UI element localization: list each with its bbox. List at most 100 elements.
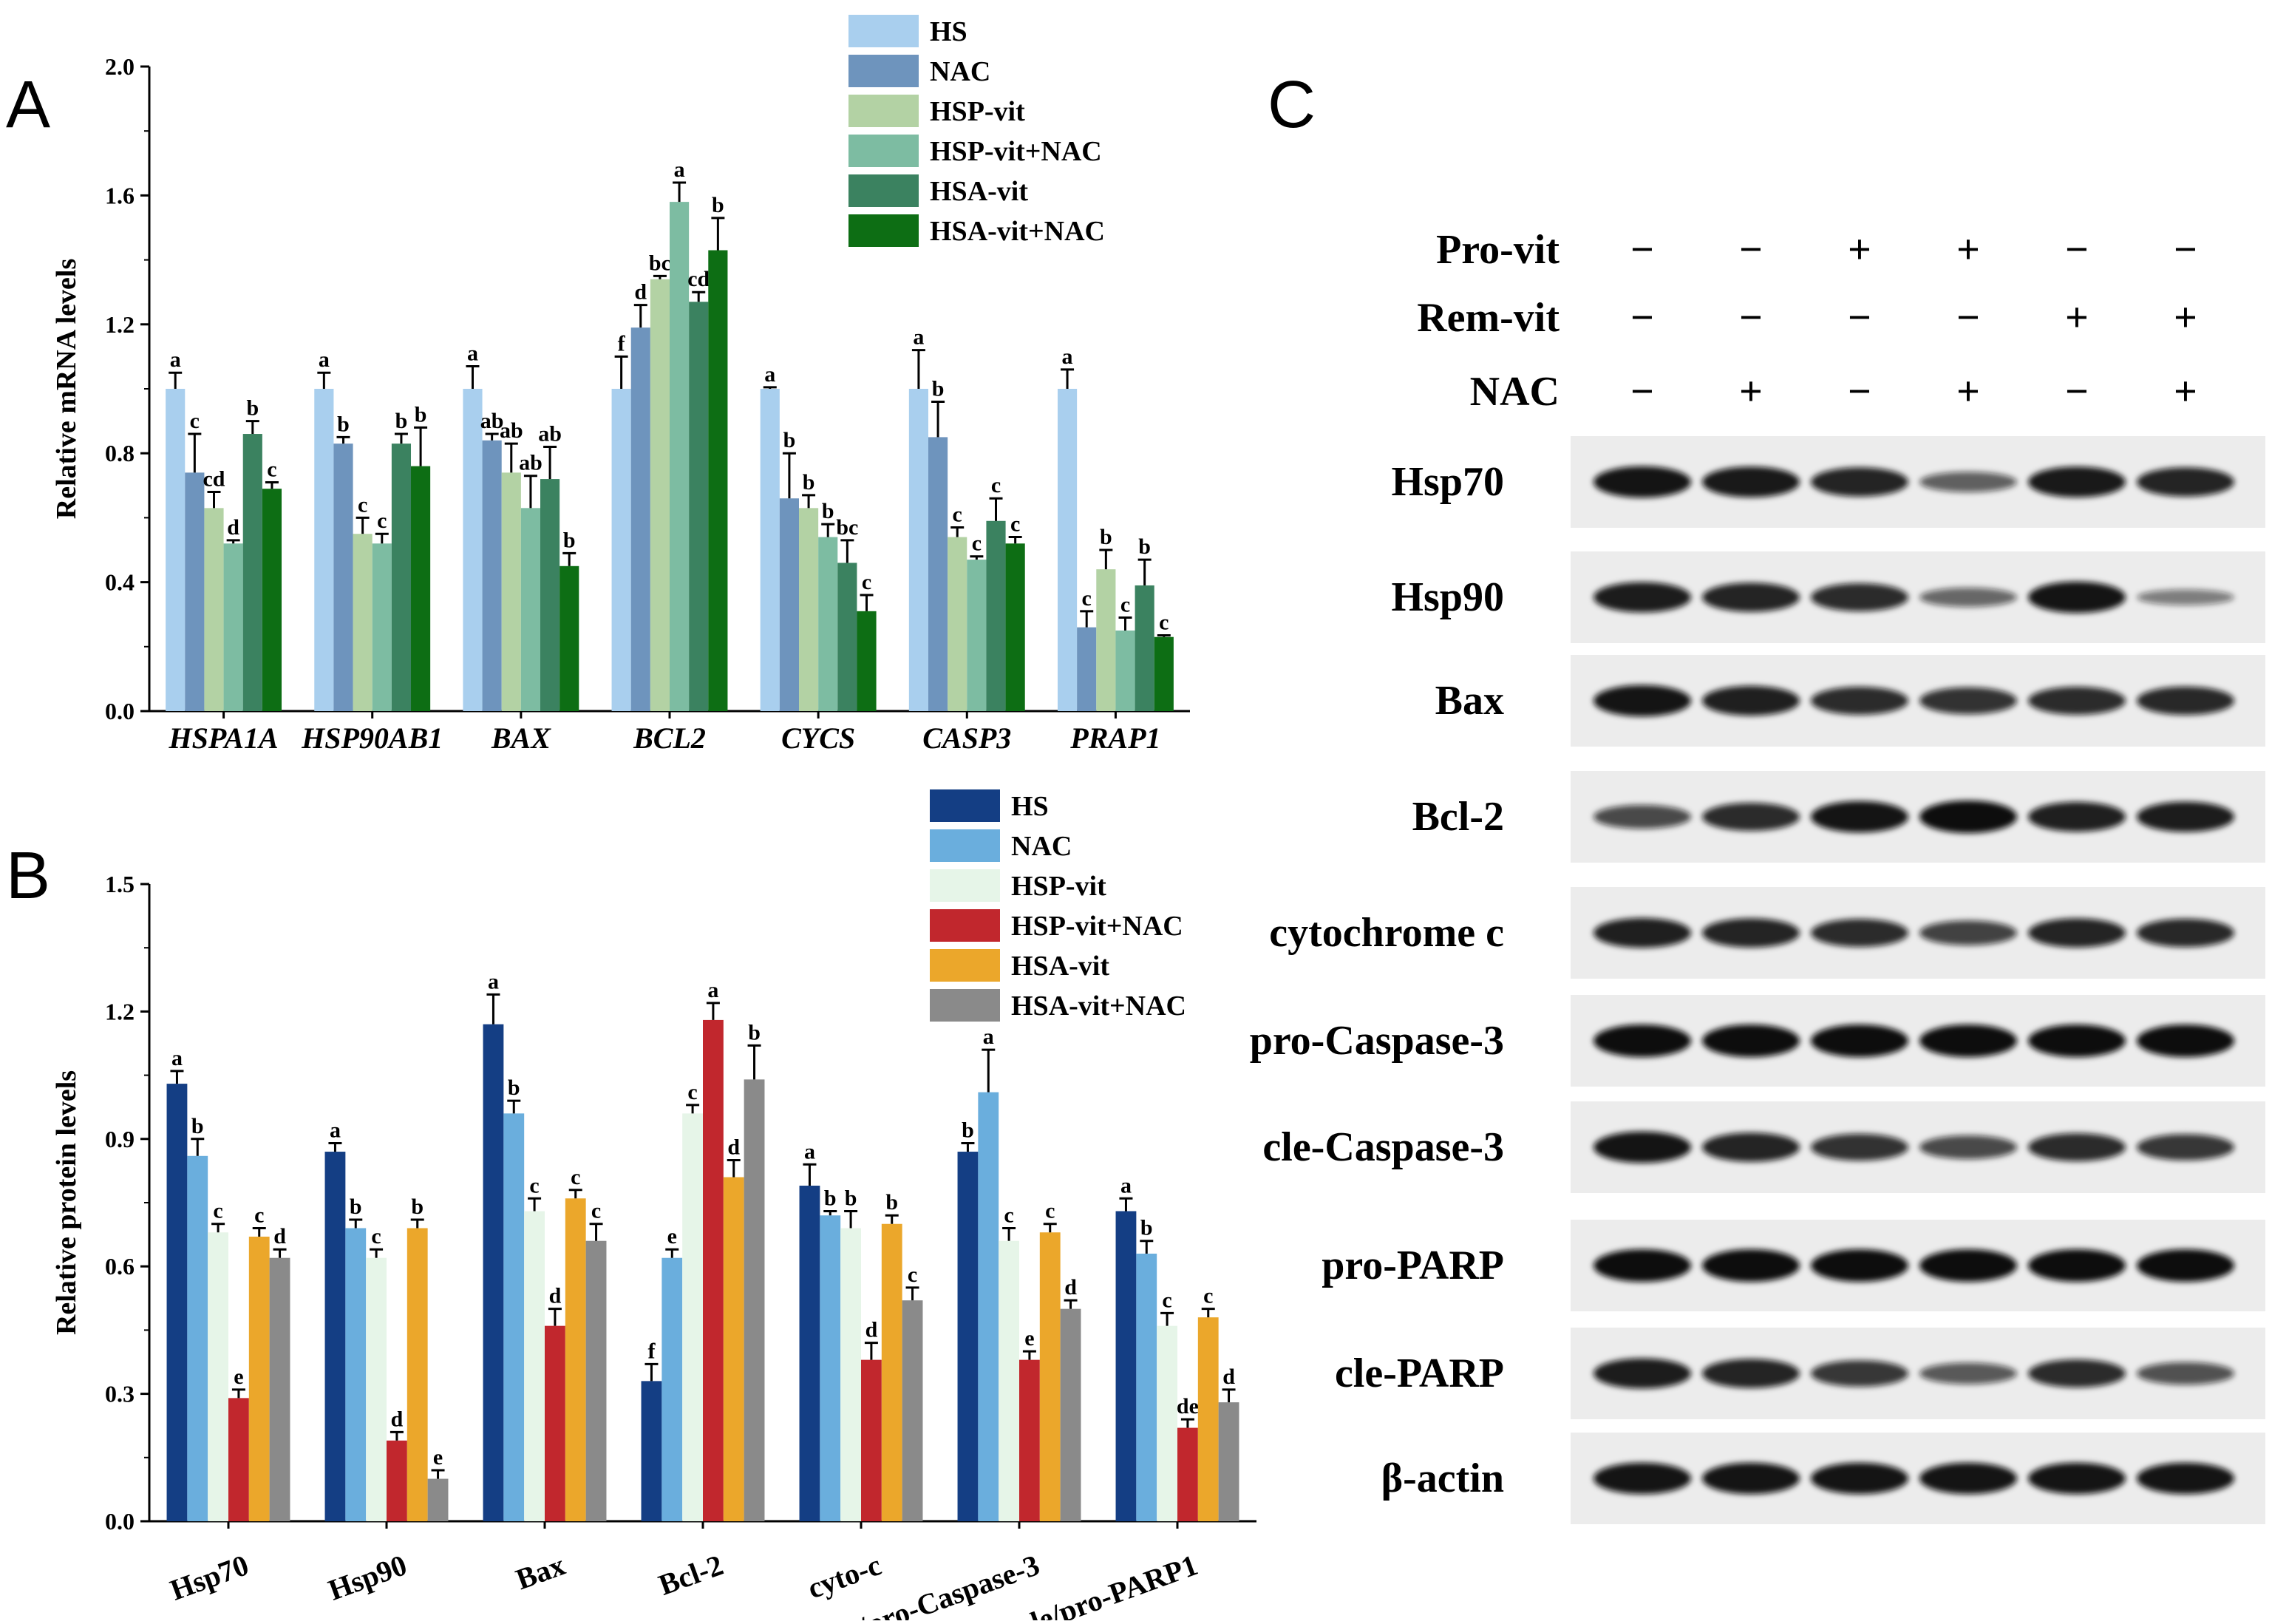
bar <box>1135 585 1154 711</box>
blot-band <box>2137 801 2234 832</box>
bar <box>928 437 948 711</box>
blot-band <box>2028 687 2126 715</box>
significance-letter: c <box>254 1203 264 1227</box>
y-tick-label: 1.2 <box>105 998 135 1025</box>
bar <box>1060 1308 1081 1521</box>
legend-label: HS <box>1011 791 1049 822</box>
bar <box>166 1084 188 1521</box>
blot-band <box>2137 467 2234 497</box>
blot-band <box>2137 589 2234 605</box>
bar <box>391 444 412 711</box>
significance-letter: c <box>1120 593 1130 617</box>
bar <box>262 489 282 711</box>
condition-sign: − <box>1739 227 1763 273</box>
bar <box>1177 1427 1198 1521</box>
bar <box>228 1398 249 1521</box>
blot-band <box>2137 686 2234 716</box>
bar <box>908 389 928 711</box>
significance-letter: a <box>319 347 330 372</box>
protein-label: Hsp90 <box>1392 574 1505 620</box>
protein-label: cytochrome c <box>1269 910 1504 956</box>
significance-letter: b <box>748 1020 761 1044</box>
condition-sign: + <box>1956 369 1980 415</box>
blot-band <box>1702 685 1800 716</box>
legend-label: HSA-vit <box>1011 951 1109 982</box>
significance-letter: b <box>395 409 408 433</box>
protein-label: cle-Caspase-3 <box>1262 1124 1504 1170</box>
blot-band <box>1919 1362 2017 1385</box>
bar <box>565 1198 586 1521</box>
x-category-label: Hsp70 <box>166 1548 253 1607</box>
blot-band <box>2137 1362 2234 1385</box>
legend-swatch <box>930 789 1000 822</box>
protein-label: Bcl-2 <box>1412 794 1504 840</box>
bar <box>1154 636 1174 711</box>
significance-letter: e <box>234 1365 243 1389</box>
significance-letter: b <box>885 1190 898 1214</box>
condition-label: Rem-vit <box>1417 295 1560 341</box>
significance-letter: b <box>191 1114 204 1138</box>
significance-letter: c <box>972 531 982 556</box>
significance-letter: c <box>591 1199 601 1223</box>
significance-letter: f <box>647 1339 656 1363</box>
x-category-label: HSP90AB1 <box>301 721 443 755</box>
condition-label: Pro-vit <box>1436 227 1560 273</box>
bar <box>333 444 353 711</box>
blot-band <box>1811 1025 1908 1057</box>
blot-band <box>2028 1025 2126 1057</box>
blot-band <box>1702 1249 1800 1282</box>
bar <box>744 1079 765 1521</box>
blot-band <box>1594 1462 1691 1495</box>
legend-swatch <box>848 95 919 127</box>
significance-letter: bc <box>836 515 858 540</box>
significance-letter: c <box>1162 1288 1171 1312</box>
significance-letter: c <box>213 1199 222 1223</box>
significance-letter: c <box>1082 586 1092 611</box>
bar <box>820 1215 841 1521</box>
significance-letter: c <box>1159 611 1169 635</box>
bar <box>483 1024 504 1521</box>
legend-swatch <box>848 15 919 47</box>
condition-sign: − <box>2065 369 2089 415</box>
significance-letter: f <box>618 331 626 356</box>
bar <box>840 1228 861 1521</box>
condition-sign: + <box>2174 295 2197 341</box>
protein-label: cle-PARP <box>1335 1350 1504 1396</box>
significance-letter: b <box>246 396 259 421</box>
bar <box>166 389 186 711</box>
bar <box>661 1257 683 1521</box>
legend-swatch <box>930 949 1000 982</box>
significance-letter: c <box>1010 512 1020 537</box>
bar <box>204 508 224 711</box>
significance-letter: a <box>330 1118 341 1143</box>
blot-band <box>2028 1249 2126 1282</box>
protein-label: Hsp70 <box>1392 459 1505 505</box>
significance-letter: b <box>350 1195 362 1219</box>
bar <box>1197 1317 1219 1521</box>
bar <box>503 1113 525 1521</box>
legend-label: HSP-vit+NAC <box>930 136 1102 167</box>
blot-band <box>2028 1359 2126 1387</box>
significance-letter: d <box>227 515 239 540</box>
bar <box>967 560 987 711</box>
legend-label: HS <box>930 16 967 47</box>
condition-sign: + <box>2174 369 2197 415</box>
blot-band <box>1811 919 1908 947</box>
blot-band <box>1811 1249 1908 1282</box>
x-category-label: Hsp90 <box>324 1548 411 1607</box>
blot-band <box>2137 1462 2234 1495</box>
panel-letter-b: B <box>6 839 50 913</box>
bar <box>269 1257 290 1521</box>
significance-letter: a <box>171 1046 183 1070</box>
significance-letter: b <box>1138 534 1151 559</box>
significance-letter: b <box>508 1076 520 1100</box>
y-tick-label: 0.3 <box>105 1381 135 1407</box>
panel-letter-a: A <box>6 68 50 142</box>
significance-letter: c <box>862 570 871 594</box>
bar <box>1019 1359 1040 1521</box>
blot-band <box>1919 588 2017 607</box>
bar <box>585 1240 607 1521</box>
y-tick-label: 1.6 <box>105 182 135 208</box>
significance-letter: c <box>1203 1284 1213 1308</box>
